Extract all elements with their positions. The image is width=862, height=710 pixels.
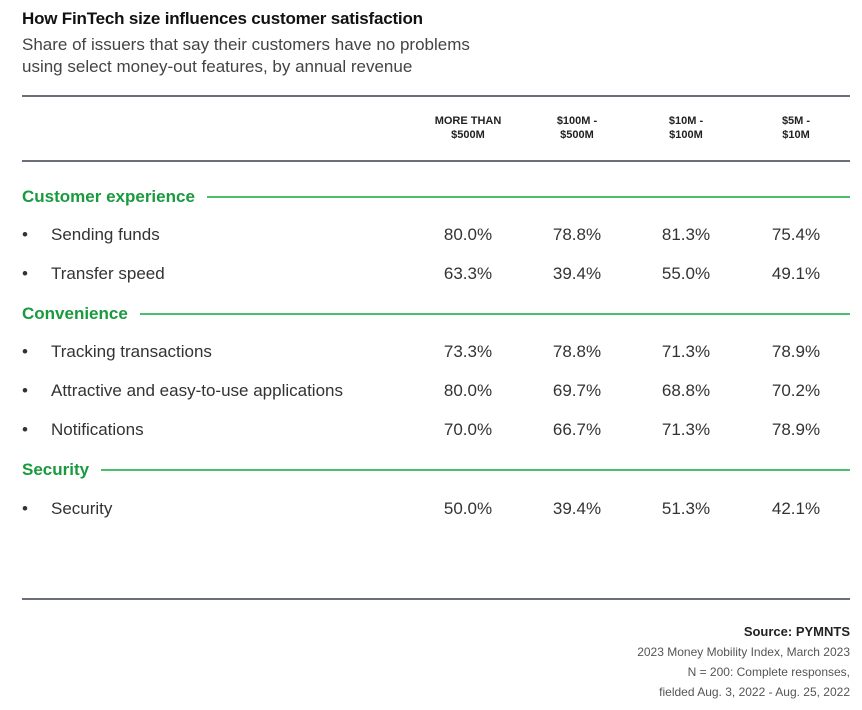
cell-value: 42.1% <box>771 499 821 518</box>
cell-value: 71.3% <box>661 420 711 439</box>
bullet-icon: • <box>22 342 28 361</box>
cell-value: 78.9% <box>771 342 821 361</box>
row-label: Attractive and easy-to-use applications <box>51 381 343 400</box>
section-header-customer-experience: Customer experience <box>22 186 850 208</box>
cell-value: 39.4% <box>552 499 602 518</box>
source-line: 2023 Money Mobility Index, March 2023 <box>637 645 850 659</box>
chart-subtitle: Share of issuers that say their customer… <box>22 34 582 78</box>
cell-value: 63.3% <box>443 264 493 283</box>
column-header-line: $10M - <box>668 115 704 127</box>
column-header-line: $10M <box>782 129 810 141</box>
section-header-security: Security <box>22 459 850 481</box>
section-label: Customer experience <box>22 187 195 206</box>
section-rule <box>206 196 850 198</box>
column-header-more-than-500m: MORE THAN $500M <box>413 114 523 142</box>
subtitle-line: Share of issuers that say their customer… <box>22 35 470 54</box>
source-note: Source: PYMNTS 2023 Money Mobility Index… <box>637 622 850 702</box>
column-header-5m-10m: $5M - $10M <box>741 114 851 142</box>
cell-value: 49.1% <box>771 264 821 283</box>
cell-value: 55.0% <box>661 264 711 283</box>
top-divider <box>22 95 850 97</box>
table-row: • Attractive and easy-to-use application… <box>22 381 850 405</box>
cell-value: 70.0% <box>443 420 493 439</box>
row-label: Security <box>51 499 113 518</box>
column-header-10m-100m: $10M - $100M <box>631 114 741 142</box>
cell-value: 78.8% <box>552 342 602 361</box>
column-header-line: $5M - <box>781 115 811 127</box>
section-label: Security <box>22 460 90 479</box>
bullet-icon: • <box>22 420 28 439</box>
row-label: Tracking transactions <box>51 342 212 361</box>
column-header-line: MORE THAN <box>434 115 502 127</box>
bullet-icon: • <box>22 381 28 400</box>
bullet-icon: • <box>22 499 28 518</box>
cell-value: 66.7% <box>552 420 602 439</box>
section-label: Convenience <box>22 304 128 323</box>
bullet-icon: • <box>22 225 28 244</box>
subtitle-line: using select money-out features, by annu… <box>22 57 413 76</box>
cell-value: 68.8% <box>661 381 711 400</box>
table-row: • Transfer speed 63.3% 39.4% 55.0% 49.1% <box>22 264 850 288</box>
cell-value: 80.0% <box>443 225 493 244</box>
cell-value: 80.0% <box>443 381 493 400</box>
column-header-line: $100M <box>669 129 703 141</box>
row-label: Notifications <box>51 420 144 439</box>
table-row: • Notifications 70.0% 66.7% 71.3% 78.9% <box>22 420 850 444</box>
bottom-divider <box>22 598 850 600</box>
cell-value: 81.3% <box>661 225 711 244</box>
table-row: • Tracking transactions 73.3% 78.8% 71.3… <box>22 342 850 366</box>
cell-value: 75.4% <box>771 225 821 244</box>
header-divider <box>22 160 850 162</box>
cell-value: 50.0% <box>443 499 493 518</box>
cell-value: 39.4% <box>552 264 602 283</box>
column-header-line: $500M <box>560 129 594 141</box>
cell-value: 71.3% <box>661 342 711 361</box>
section-header-convenience: Convenience <box>22 303 850 325</box>
row-label: Sending funds <box>51 225 160 244</box>
cell-value: 70.2% <box>771 381 821 400</box>
source-line: N = 200: Complete responses, <box>687 665 850 679</box>
bullet-icon: • <box>22 264 28 283</box>
section-rule <box>101 469 850 471</box>
cell-value: 51.3% <box>661 499 711 518</box>
table-row: • Security 50.0% 39.4% 51.3% 42.1% <box>22 499 850 523</box>
section-rule <box>139 313 850 315</box>
cell-value: 78.8% <box>552 225 602 244</box>
column-header-100m-500m: $100M - $500M <box>522 114 632 142</box>
column-header-line: $500M <box>451 129 485 141</box>
table-row: • Sending funds 80.0% 78.8% 81.3% 75.4% <box>22 225 850 249</box>
cell-value: 69.7% <box>552 381 602 400</box>
row-label: Transfer speed <box>51 264 165 283</box>
source-label: Source: PYMNTS <box>743 624 850 639</box>
chart-title: How FinTech size influences customer sat… <box>22 9 423 28</box>
source-line: fielded Aug. 3, 2022 - Aug. 25, 2022 <box>659 685 850 699</box>
cell-value: 73.3% <box>443 342 493 361</box>
column-header-line: $100M - <box>556 115 598 127</box>
cell-value: 78.9% <box>771 420 821 439</box>
